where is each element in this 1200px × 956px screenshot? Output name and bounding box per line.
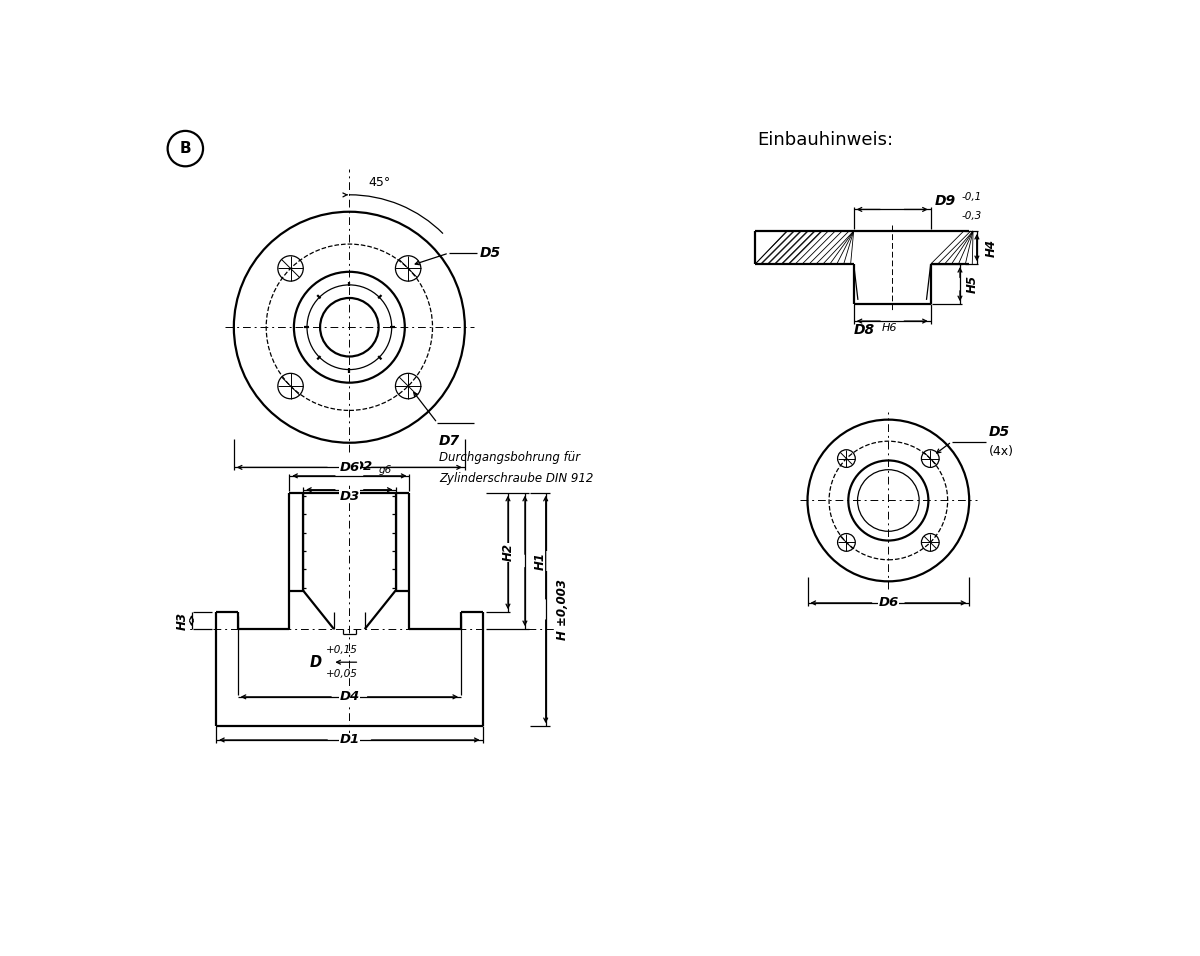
Text: H3: H3 [175,612,188,630]
Text: D9: D9 [935,194,955,207]
Text: -0,1: -0,1 [961,192,982,202]
Text: H5: H5 [966,275,979,293]
Text: 45°: 45° [368,176,391,189]
Text: D8: D8 [853,323,875,337]
Text: +0,15: +0,15 [326,645,358,655]
Text: D5: D5 [480,246,500,260]
Text: H1: H1 [534,552,547,570]
Text: Einbauhinweis:: Einbauhinweis: [757,131,894,149]
Text: Zylinderschraube DIN 912: Zylinderschraube DIN 912 [439,472,593,486]
Text: D3: D3 [340,489,360,503]
Text: D5: D5 [989,424,1010,439]
Text: H6: H6 [882,323,896,334]
Text: Durchgangsbohrung für: Durchgangsbohrung für [439,451,580,465]
Text: D1: D1 [340,733,360,747]
Text: D: D [310,655,322,670]
Text: g6: g6 [379,465,392,475]
Text: H ±0,003: H ±0,003 [556,579,569,640]
Text: (4x): (4x) [989,445,1014,458]
Text: D4: D4 [340,690,360,704]
Text: B: B [180,141,191,156]
Text: D7: D7 [439,434,460,447]
Text: H2: H2 [502,543,515,561]
Text: -0,3: -0,3 [961,211,982,221]
Text: D6: D6 [340,461,360,474]
Text: H4: H4 [984,239,997,256]
Text: +0,05: +0,05 [326,669,358,679]
Text: D6: D6 [878,597,899,609]
Text: D2: D2 [353,460,373,473]
